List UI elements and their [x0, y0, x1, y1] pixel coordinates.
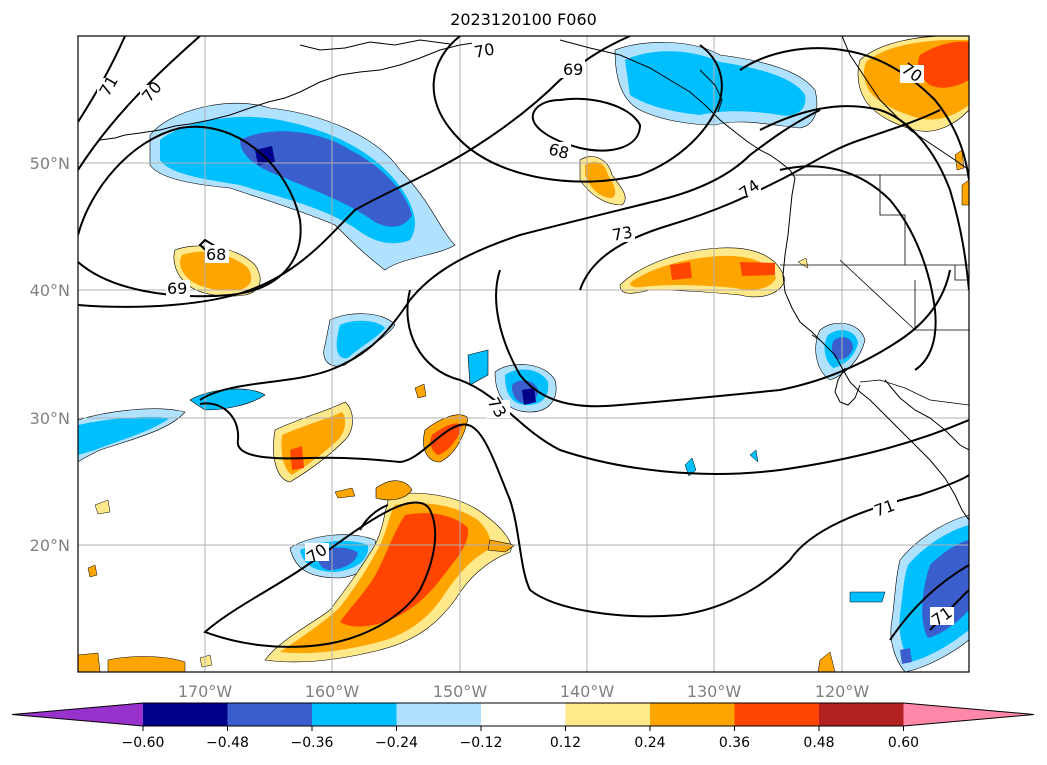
- contour-71-south: [199, 402, 969, 618]
- contour-70-sw: [359, 504, 389, 531]
- lat-tick-label: 30°N: [30, 409, 70, 428]
- colorbar-tick-label: 0.60: [888, 735, 919, 751]
- contour-70-mid: [78, 36, 631, 308]
- lat-tick-label: 40°N: [30, 281, 70, 300]
- map-frame: [77, 35, 970, 673]
- lat-tick-label: 20°N: [30, 536, 70, 555]
- political-borders: [780, 174, 969, 406]
- lon-tick-label: 120°W: [815, 682, 870, 701]
- colorbar-segment: [565, 703, 651, 726]
- colorbar-segment: [312, 703, 397, 726]
- contour-70-west: [78, 36, 201, 171]
- colorbar-extension-max: [903, 703, 1034, 726]
- contour-69-north: [432, 36, 723, 183]
- longitude-labels: 170°W 160°W 150°W 140°W 130°W 120°W: [178, 682, 870, 701]
- colorbar-tick-label: −0.48: [206, 735, 249, 751]
- contour-ne3: [779, 165, 937, 371]
- colorbar-segment: [481, 703, 566, 726]
- colorbar-segment: [819, 703, 904, 726]
- colorbar-tick-label: 0.48: [803, 735, 834, 751]
- contour-label: 73: [611, 223, 634, 245]
- colorbar-tick-label: 0.24: [634, 735, 665, 751]
- contour-label: 68: [547, 139, 572, 163]
- contour-73-inner: [495, 269, 951, 408]
- contour-label: 68: [206, 245, 226, 264]
- positive-anomaly-shading: [78, 36, 969, 672]
- coastlines: [99, 36, 969, 521]
- colorbar-tick-label: −0.60: [122, 735, 165, 751]
- colorbar-segment: [227, 703, 313, 726]
- contour-ne2: [759, 105, 969, 291]
- colorbar-tick-label: 0.36: [719, 735, 750, 751]
- lat-tick-label: 50°N: [30, 154, 70, 173]
- contour-72: [406, 289, 969, 475]
- contour-label: 70: [473, 40, 496, 62]
- colorbar-extension-min: [12, 703, 143, 726]
- contour-label: 69: [167, 279, 187, 298]
- contour-68-loop: [531, 97, 642, 152]
- gridlines: [78, 36, 969, 672]
- colorbar-tick-label: −0.24: [375, 735, 418, 751]
- colorbar-segment: [650, 703, 735, 726]
- colorbar: −0.60 −0.48 −0.36 −0.24 −0.12 0.12 0.24 0.36 0.4…: [11, 702, 1035, 751]
- lon-tick-label: 150°W: [433, 682, 488, 701]
- latitude-labels: 50°N 40°N 30°N 20°N: [30, 154, 70, 555]
- lon-tick-label: 140°W: [560, 682, 615, 701]
- plot-title: 2023120100 F060: [450, 10, 597, 29]
- lon-tick-label: 160°W: [305, 682, 360, 701]
- colorbar-tick-label: 0.12: [550, 735, 581, 751]
- contour-label: 69: [563, 60, 583, 79]
- contour-71-se: [889, 564, 969, 641]
- colorbar-segment: [734, 703, 820, 726]
- negative-anomaly-shading: [78, 42, 969, 672]
- contour-lines: [78, 36, 969, 648]
- colorbar-segment: [396, 703, 482, 726]
- colorbar-tick-label: −0.36: [291, 735, 334, 751]
- map-area: [78, 36, 969, 672]
- colorbar-segment: [143, 703, 228, 726]
- contour-73: [199, 109, 821, 401]
- contour-ne1: [739, 47, 969, 181]
- lon-tick-label: 130°W: [687, 682, 742, 701]
- lon-tick-label: 170°W: [178, 682, 233, 701]
- contour-70-south: [203, 501, 437, 648]
- colorbar-tick-label: −0.12: [460, 735, 503, 751]
